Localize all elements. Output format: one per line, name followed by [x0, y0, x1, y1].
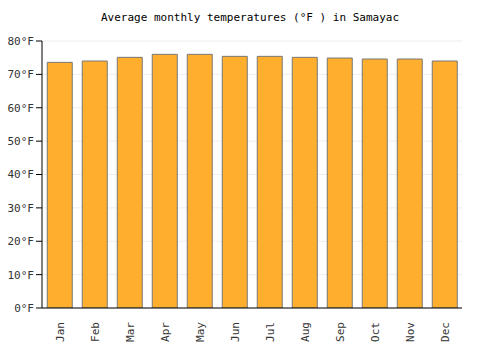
html-text:Average monthly temperatures (: Average monthly temperatures (°F ) in Sa…: [101, 11, 399, 24]
svg-text:30°F: 30°F: [8, 202, 34, 215]
svg-text:0°F: 0°F: [14, 302, 34, 315]
svg-text:Jun: Jun: [229, 322, 242, 342]
svg-text:May: May: [194, 322, 207, 342]
svg-text:Feb: Feb: [89, 322, 102, 342]
svg-text:Dec: Dec: [439, 322, 452, 342]
svg-text:Mar: Mar: [124, 322, 137, 342]
svg-text:Sep: Sep: [334, 322, 347, 342]
svg-text:Apr: Apr: [159, 322, 172, 342]
svg-text:10°F: 10°F: [8, 269, 34, 282]
svg-text:Oct: Oct: [369, 322, 382, 342]
svg-text:70°F: 70°F: [8, 68, 34, 81]
svg-text:Aug: Aug: [299, 322, 312, 342]
svg-text:Jan: Jan: [54, 322, 67, 342]
svg-text:80°F: 80°F: [8, 35, 34, 48]
svg-text:Jul: Jul: [264, 322, 277, 342]
svg-text:50°F: 50°F: [8, 135, 34, 148]
svg-text:Nov: Nov: [404, 322, 417, 342]
svg-text:40°F: 40°F: [8, 168, 34, 181]
svg-text:60°F: 60°F: [8, 102, 34, 115]
svg-text:20°F: 20°F: [8, 235, 34, 248]
